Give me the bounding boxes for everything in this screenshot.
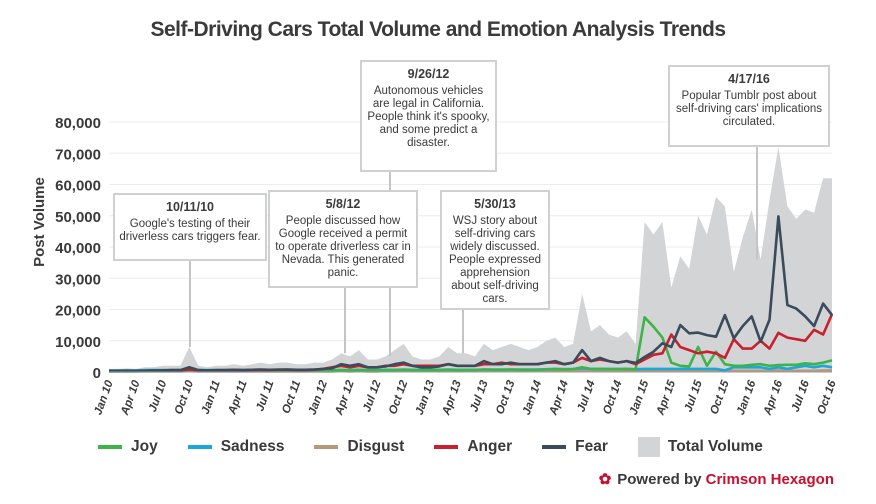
legend-item-joy: Joy (98, 438, 158, 456)
legend-item-fear: Fear (542, 438, 608, 456)
annotation-date: 5/8/12 (325, 197, 361, 211)
x-tick-label: Jul 16 (790, 378, 813, 413)
y-tick-label: 70,000 (55, 146, 101, 163)
legend-label: Fear (575, 438, 608, 455)
powered-by: ✿ Powered by Crimson Hexagon (599, 470, 834, 488)
legend-label: Disgust (347, 438, 405, 455)
legend-label: Sadness (220, 438, 285, 455)
legend-swatch (637, 437, 660, 457)
annotation-text: Autonomous vehicles are legal in Califor… (367, 85, 490, 149)
annotation-date: 4/17/16 (728, 72, 770, 86)
x-tick-label: Jan 13 (414, 378, 438, 416)
series-area-total-volume (109, 147, 832, 372)
x-tick-label: Jul 14 (575, 378, 598, 413)
y-axis-label: Post Volume (31, 177, 48, 267)
annotation-date: 5/30/13 (474, 197, 516, 211)
x-tick-label: Jan 11 (200, 379, 223, 416)
legend-swatch (542, 445, 567, 449)
series-line-fear (109, 215, 834, 373)
y-tick-label: 50,000 (55, 209, 101, 226)
x-tick-label: Jul 11 (254, 379, 276, 413)
legend-label: Anger (467, 438, 513, 455)
legend: Joy Sadness Disgust Anger Fear Total Volume (98, 437, 793, 457)
x-tick-label: Oct 14 (601, 378, 625, 416)
annotation-text: People discussed how Google received a p… (275, 215, 411, 279)
legend-item-anger: Anger (434, 438, 512, 456)
x-tick-label: Jan 14 (521, 378, 545, 416)
hexagon-flower-icon: ✿ (598, 471, 612, 488)
annotation-text: Popular Tumblr post about self-driving c… (676, 90, 822, 128)
x-tick-label: Jan 16 (735, 378, 759, 416)
annotation-box: 10/11/10 Google's testing of their driver… (113, 193, 267, 261)
y-tick-label: 40,000 (55, 240, 101, 257)
y-tick-label: 10,000 (55, 334, 101, 351)
x-tick-label: Apr 10 (119, 378, 143, 417)
x-tick-label: Jan 10 (92, 378, 116, 416)
legend-swatch (314, 445, 339, 449)
x-tick-label: Apr 16 (761, 378, 785, 417)
legend-label: Total Volume (667, 438, 763, 455)
y-tick-label: 20,000 (55, 303, 101, 320)
annotation-text: WSJ story about self-driving cars widely… (448, 215, 542, 305)
x-tick-label: Apr 12 (333, 378, 357, 417)
annotation-box: 9/26/12 Autonomous vehicles are legal in … (360, 60, 497, 172)
legend-item-sadness: Sadness (187, 438, 285, 456)
annotation-date: 10/11/10 (166, 200, 214, 214)
x-tick-label: Jan 15 (628, 378, 652, 416)
y-tick-label: 80,000 (55, 115, 101, 132)
x-tick-label: Jan 12 (307, 378, 331, 416)
legend-item-disgust: Disgust (314, 438, 404, 456)
legend-item-total-volume: Total Volume (637, 437, 763, 457)
powered-prefix: Powered by (617, 471, 702, 488)
legend-swatch (187, 445, 212, 449)
x-tick-label: Oct 13 (494, 378, 518, 416)
x-tick-label: Apr 11 (226, 379, 250, 417)
x-tick-label: Oct 11 (280, 379, 303, 415)
y-tick-label: 60,000 (55, 178, 101, 195)
legend-swatch (434, 445, 459, 449)
x-tick-label: Apr 13 (440, 378, 464, 417)
x-tick-label: Jul 12 (361, 378, 384, 413)
y-tick-label: 30,000 (55, 271, 101, 288)
annotation-date: 9/26/12 (407, 67, 450, 81)
x-tick-label: Apr 15 (654, 378, 678, 417)
x-tick-label: Oct 10 (173, 378, 197, 416)
x-tick-label: Oct 12 (387, 378, 411, 416)
x-tick-label: Oct 15 (708, 378, 732, 416)
powered-brand: Crimson Hexagon (705, 471, 834, 488)
x-tick-label: Apr 14 (547, 378, 571, 417)
x-tick-label: Jul 10 (147, 378, 170, 413)
annotation-box: 5/30/13 WSJ story about self-driving cars… (440, 190, 550, 310)
x-tick-label: Jul 13 (468, 378, 491, 413)
y-tick-label: 0 (93, 365, 101, 382)
annotation-box: 5/8/12 People discussed how Google receiv… (268, 190, 418, 288)
x-tick-label: Oct 16 (816, 378, 840, 416)
annotation-box: 4/17/16 Popular Tumblr post about self-dr… (668, 65, 830, 147)
legend-label: Joy (131, 438, 158, 455)
annotation-text: Google's testing of their driverless car… (119, 218, 261, 243)
chart-title: Self-Driving Cars Total Volume and Emoti… (150, 18, 726, 41)
x-tick-label: Jul 15 (683, 378, 706, 413)
legend-swatch (98, 445, 122, 449)
